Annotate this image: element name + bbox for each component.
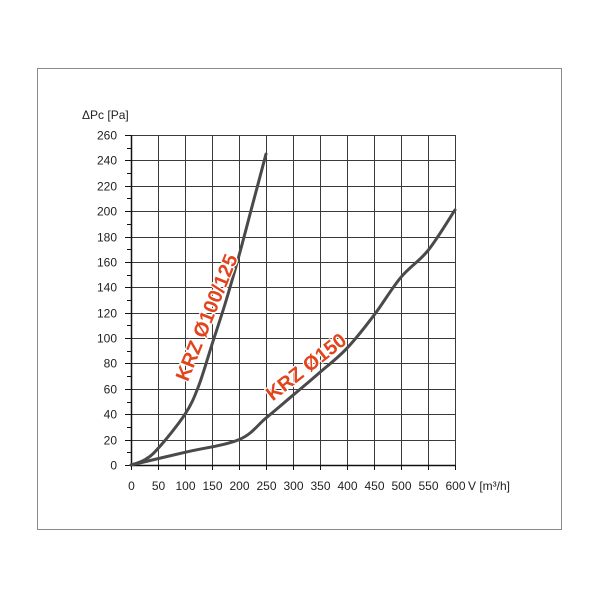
x-tick-label: 0 <box>128 479 135 493</box>
y-tick-label: 180 <box>97 231 117 245</box>
x-tick-label: 200 <box>229 479 249 493</box>
y-tick-label: 20 <box>104 434 118 448</box>
y-tick-label: 100 <box>97 332 117 346</box>
y-tick-label: 60 <box>104 383 118 397</box>
y-tick-label: 200 <box>97 205 117 219</box>
x-tick-label: 50 <box>152 479 166 493</box>
x-tick-label: 550 <box>418 479 438 493</box>
x-tick-label: 250 <box>256 479 276 493</box>
y-tick-label: 40 <box>104 408 118 422</box>
axis-ticks: 0 50 100 150 200 250 300 350 400 450 500 550 600 0 20 4… <box>97 129 466 494</box>
x-tick-label: 600 <box>445 479 465 493</box>
x-tick-label: 150 <box>202 479 222 493</box>
y-axis-label: ΔPc [Pa] <box>82 108 129 122</box>
x-tick-label: 450 <box>364 479 384 493</box>
y-tick-label: 260 <box>97 129 117 143</box>
chart-frame <box>37 68 562 530</box>
x-tick-label: 500 <box>391 479 411 493</box>
y-tick-label: 220 <box>97 180 117 194</box>
y-tick-label: 80 <box>104 357 118 371</box>
series-label-1: KRZ Ø150 <box>262 329 351 405</box>
y-tick-label: 0 <box>110 459 117 473</box>
y-tick-label: 140 <box>97 281 117 295</box>
series-curves <box>129 152 457 467</box>
x-tick-label: 350 <box>310 479 330 493</box>
series-line-0 <box>129 152 268 467</box>
y-tick-label: 240 <box>97 154 117 168</box>
grid <box>131 135 456 465</box>
series-line-1 <box>129 208 457 467</box>
axes <box>130 135 456 467</box>
x-tick-label: 300 <box>283 479 303 493</box>
x-axis-label: V [m³/h] <box>468 479 510 493</box>
x-tick-label: 100 <box>175 479 195 493</box>
y-tick-label: 120 <box>97 307 117 321</box>
y-tick-label: 160 <box>97 256 117 270</box>
x-tick-label: 400 <box>337 479 357 493</box>
